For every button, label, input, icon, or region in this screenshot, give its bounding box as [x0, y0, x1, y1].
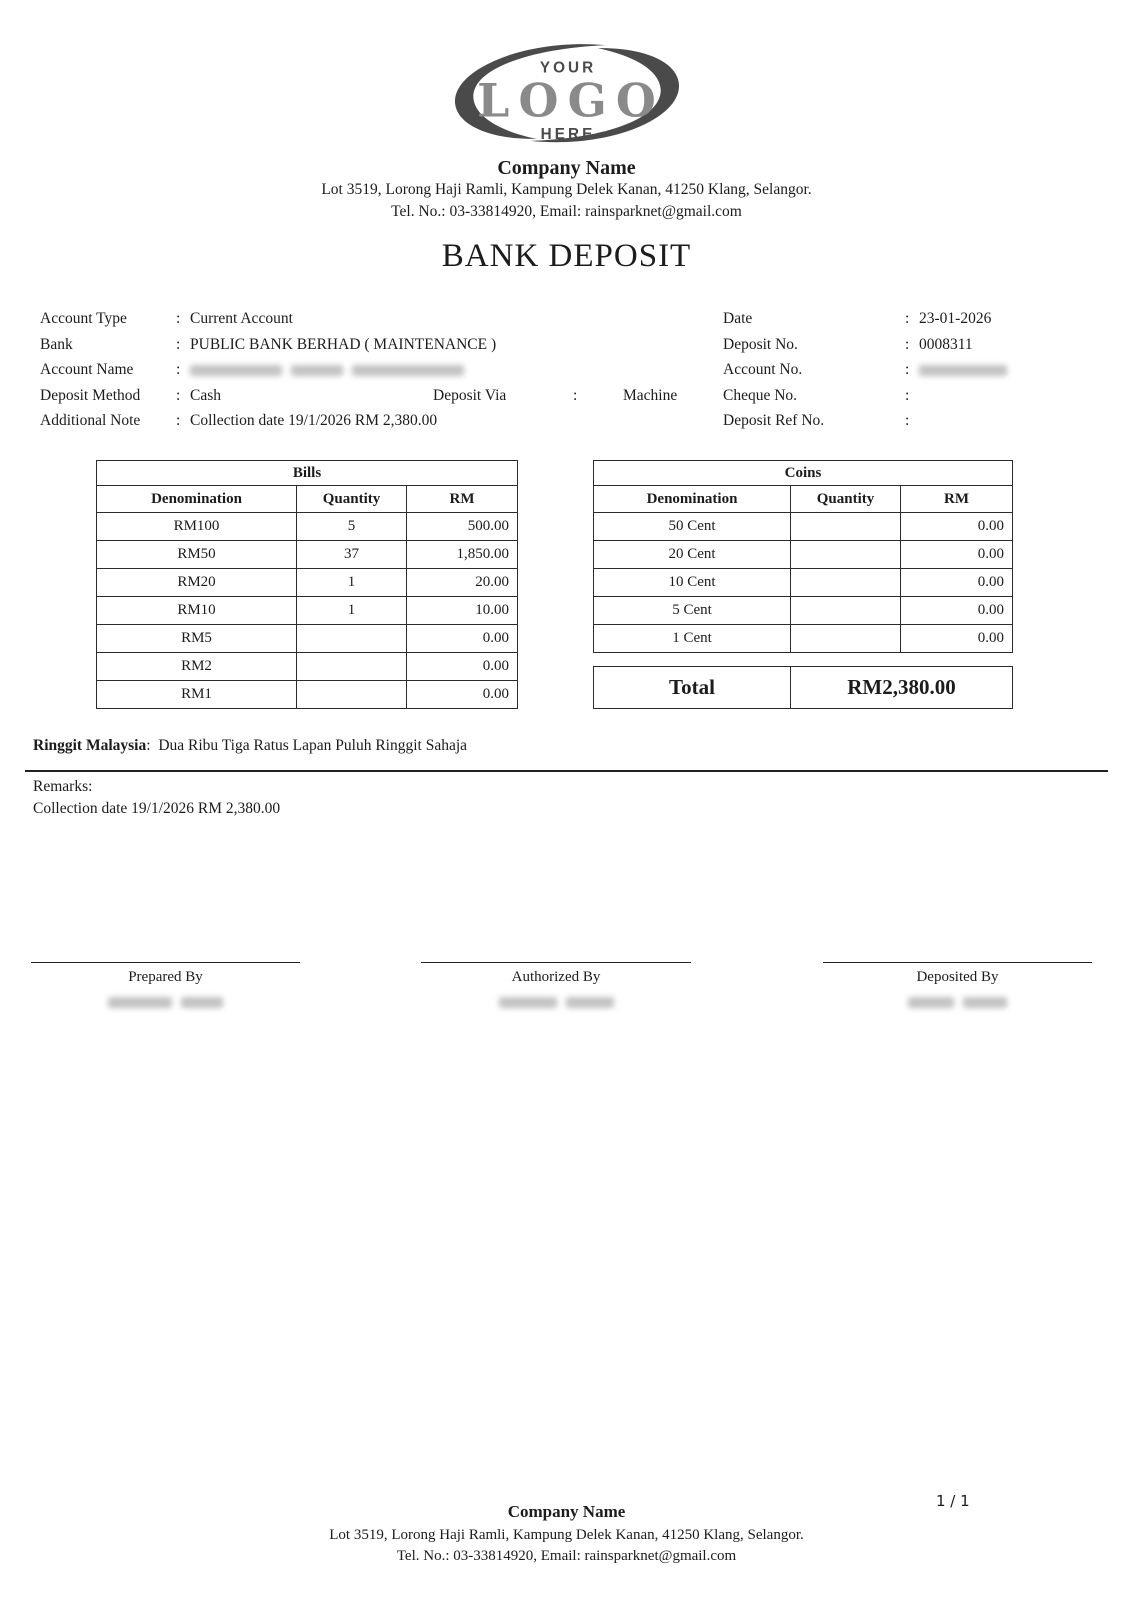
footer-company-address: Lot 3519, Lorong Haji Ramli, Kampung Del… — [329, 1527, 804, 1543]
table-header-row: Denomination Quantity RM — [96, 485, 519, 513]
bills-table-title: Bills — [95, 460, 519, 486]
total-table: Total RM2,380.00 — [593, 666, 1013, 709]
page-number: 1 / 1 — [936, 1492, 970, 1510]
header-company-contact: Tel. No.: 03-33814920, Email: rainsparkn… — [391, 203, 742, 220]
detail-row-account-no: Account No.: — [723, 361, 1016, 379]
signature-label: Deposited By — [916, 969, 999, 985]
logo-text-your: YOUR — [539, 60, 595, 77]
redacted-signature-name — [823, 994, 1092, 1011]
detail-row-deposit-ref-no: Deposit Ref No.: — [723, 412, 910, 429]
signature-label: Prepared By — [128, 969, 203, 985]
table-row: RM5 0.00 — [96, 624, 519, 653]
detail-row-date: Date:23-01-2026 — [723, 310, 992, 327]
detail-label-deposit-via: Deposit Via — [433, 387, 507, 404]
detail-row-account-name: Account Name: — [40, 361, 473, 379]
detail-row-additional-note: Additional Note: Collection date 19/1/202… — [40, 412, 438, 429]
table-row: RM1 0.00 — [96, 680, 519, 709]
detail-row-bank: Bank: PUBLIC BANK BERHAD ( MAINTENANCE ) — [40, 336, 497, 353]
divider-line — [25, 770, 1108, 772]
detail-label: Account No. — [723, 361, 803, 378]
detail-row-account-type: Account Type: Current Account — [40, 310, 293, 327]
table-row: 1 Cent 0.00 — [593, 624, 1014, 653]
column-header: Quantity — [790, 485, 901, 513]
detail-row-deposit-method: Deposit Method: Cash — [40, 387, 221, 404]
redacted-signature-name — [31, 994, 300, 1011]
remarks-label: Remarks: — [33, 778, 93, 795]
detail-value: PUBLIC BANK BERHAD ( MAINTENANCE ) — [190, 336, 497, 353]
amount-in-words-value: Dua Ribu Tiga Ratus Lapan Puluh Ringgit … — [158, 737, 468, 754]
column-header: Quantity — [296, 485, 407, 513]
detail-label: Deposit Method — [40, 387, 141, 404]
total-value: RM2,380.00 — [790, 666, 1013, 709]
signature-block-authorized-by: Authorized By — [421, 962, 691, 1011]
detail-label: Cheque No. — [723, 387, 798, 404]
amount-in-words: Ringgit Malaysia: Dua Ribu Tiga Ratus La… — [33, 737, 468, 754]
table-row: 5 Cent 0.00 — [593, 596, 1014, 625]
coins-table-title: Coins — [592, 460, 1014, 486]
footer-company-name: Company Name — [507, 1502, 626, 1521]
remarks-text: Collection date 19/1/2026 RM 2,380.00 — [33, 800, 281, 817]
logo-text-here: HERE — [540, 126, 595, 143]
detail-label: Date — [723, 310, 753, 327]
total-label: Total — [593, 666, 791, 709]
column-header: Denomination — [593, 485, 791, 513]
logo-left-swoosh — [454, 44, 606, 139]
page-title: BANK DEPOSIT — [441, 238, 692, 274]
column-header: Denomination — [96, 485, 297, 513]
table-title-row: Coins — [592, 460, 1014, 486]
table-row: RM50 37 1,850.00 — [96, 540, 519, 569]
total-row: Total RM2,380.00 — [593, 666, 1013, 709]
table-row: 10 Cent 0.00 — [593, 568, 1014, 597]
table-row: RM100 5 500.00 — [96, 512, 519, 541]
detail-label: Deposit Ref No. — [723, 412, 825, 429]
footer-company-contact: Tel. No.: 03-33814920, Email: rainsparkn… — [396, 1548, 737, 1564]
header-company-name: Company Name — [497, 157, 636, 179]
redacted-account-name — [190, 361, 473, 378]
detail-value-deposit-via: Machine — [623, 387, 678, 404]
table-row: RM20 1 20.00 — [96, 568, 519, 597]
detail-value: Cash — [190, 387, 221, 404]
detail-label: Additional Note — [40, 412, 141, 429]
header-company-address: Lot 3519, Lorong Haji Ramli, Kampung Del… — [321, 181, 812, 198]
logo-text-logo: LOGO — [477, 73, 665, 127]
coins-table: Coins Denomination Quantity RM 50 Cent 0.… — [592, 460, 1014, 653]
column-header: RM — [405, 485, 519, 513]
redacted-account-no — [919, 361, 1016, 378]
table-header-row: Denomination Quantity RM — [593, 485, 1014, 513]
table-title-row: Bills — [95, 460, 519, 486]
detail-sep-deposit-via: : — [573, 387, 578, 404]
table-row: 20 Cent 0.00 — [593, 540, 1014, 569]
signature-label: Authorized By — [511, 969, 601, 985]
detail-value: 23-01-2026 — [919, 310, 992, 327]
detail-label: Account Name — [40, 361, 134, 378]
table-row: RM2 0.00 — [96, 652, 519, 681]
detail-row-cheque-no: Cheque No.: — [723, 387, 910, 404]
table-row: 50 Cent 0.00 — [593, 512, 1014, 541]
table-row: RM10 1 10.00 — [96, 596, 519, 625]
redacted-signature-name — [421, 994, 691, 1011]
logo-right-swoosh — [529, 48, 679, 143]
detail-label: Account Type — [40, 310, 127, 327]
column-header: RM — [899, 485, 1014, 513]
bills-table: Bills Denomination Quantity RM RM100 5 500… — [95, 460, 519, 709]
detail-row-deposit-no: Deposit No.:0008311 — [723, 336, 973, 353]
detail-value: Current Account — [190, 310, 293, 327]
company-logo: YOUR LOGO HERE — [0, 38, 1133, 153]
detail-value: Collection date 19/1/2026 RM 2,380.00 — [190, 412, 438, 429]
signature-block-prepared-by: Prepared By — [31, 962, 300, 1011]
detail-value: 0008311 — [919, 336, 973, 353]
detail-label: Deposit No. — [723, 336, 798, 353]
detail-label: Bank — [40, 336, 73, 353]
signature-block-deposited-by: Deposited By — [823, 962, 1092, 1011]
amount-in-words-label: Ringgit Malaysia — [33, 737, 147, 754]
logo-placeholder-icon: YOUR LOGO HERE — [454, 44, 679, 143]
